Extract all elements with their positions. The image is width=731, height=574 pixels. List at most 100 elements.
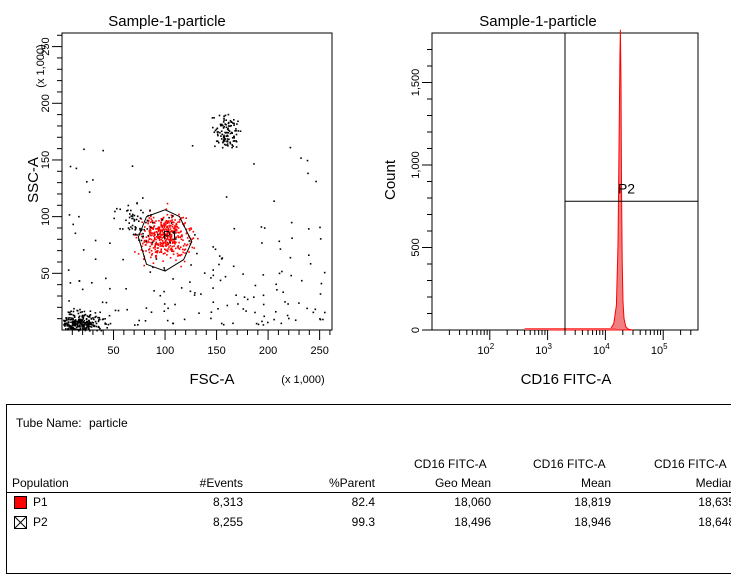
event-point (225, 126, 228, 129)
x-tick-label: 104 (593, 342, 610, 357)
p1-event-point (178, 241, 180, 244)
event-point (237, 120, 239, 123)
p1-event-point (169, 257, 172, 259)
event-point (223, 134, 225, 137)
event-point (128, 228, 131, 231)
p1-event-point (150, 238, 153, 241)
event-point (237, 303, 239, 305)
event-point (227, 129, 230, 131)
event-point (105, 277, 107, 280)
event-point (306, 307, 308, 310)
p1-event-point (185, 232, 188, 234)
event-point (319, 226, 321, 229)
p1-event-point (168, 233, 171, 236)
event-point (229, 125, 231, 127)
event-point (71, 326, 73, 328)
p1-event-point (154, 236, 156, 239)
event-point (69, 318, 72, 321)
event-point (224, 123, 226, 125)
event-point (72, 310, 75, 313)
p1-event-point (155, 228, 157, 230)
p1-event-point (174, 229, 177, 232)
event-point (320, 282, 323, 285)
event-point (315, 180, 317, 183)
p1-event-point (173, 221, 175, 224)
p1-event-point (153, 231, 156, 234)
event-point (235, 294, 237, 296)
event-point (77, 325, 80, 328)
event-point (72, 324, 74, 326)
event-point (66, 319, 68, 321)
gate-p1-polygon[interactable] (137, 209, 193, 272)
histogram-x-ticks: 102 103 104 105 (448, 330, 692, 357)
p1-event-point (163, 236, 165, 239)
event-point (137, 324, 139, 326)
p1-event-point (144, 226, 146, 228)
event-point (222, 121, 225, 123)
p1-event-point (170, 224, 172, 227)
event-point (127, 204, 130, 207)
header-events: #Events (199, 476, 243, 490)
p1-event-point (152, 262, 155, 264)
p1-event-point (146, 241, 148, 244)
event-point (215, 140, 218, 142)
event-point (128, 222, 130, 224)
event-point (226, 138, 229, 140)
p1-event-point (161, 234, 163, 236)
p1-event-point (177, 236, 180, 239)
p1-event-point (148, 249, 150, 251)
event-point (273, 200, 275, 202)
p1-event-point (160, 238, 163, 241)
event-point (114, 309, 117, 312)
p1-event-point (172, 227, 175, 230)
event-point (319, 293, 322, 295)
event-point (83, 323, 85, 326)
event-point (101, 318, 104, 321)
event-point (135, 218, 138, 221)
event-point (81, 316, 84, 318)
p1-event-point (169, 220, 172, 222)
p1-event-point (150, 232, 152, 234)
row-median: 18,648 (698, 515, 731, 529)
event-point (275, 283, 277, 286)
event-point (322, 318, 324, 321)
event-point (86, 315, 89, 317)
p1-event-point (143, 258, 145, 260)
event-point (263, 227, 266, 229)
p1-event-point (174, 237, 177, 239)
event-point (223, 119, 225, 121)
event-point (216, 133, 219, 135)
event-point (223, 125, 225, 128)
p1-event-point (166, 213, 169, 216)
event-point (101, 301, 104, 304)
p1-event-point (186, 237, 189, 239)
event-point (262, 324, 265, 326)
p1-event-point (163, 232, 165, 234)
p1-event-point (160, 229, 162, 232)
p1-event-point (164, 244, 167, 246)
p1-event-point (152, 228, 154, 230)
p1-event-point (172, 239, 175, 241)
p1-event-point (140, 249, 143, 251)
event-point (67, 328, 69, 331)
event-point (132, 233, 135, 236)
event-point (81, 324, 83, 327)
event-point (220, 124, 222, 127)
event-point (129, 213, 131, 215)
p1-event-point (157, 244, 159, 246)
histogram-x-axis-label: CD16 FITC-A (521, 371, 612, 388)
event-point (214, 145, 216, 148)
histogram-area (547, 29, 634, 331)
event-point (222, 140, 225, 143)
event-point (173, 232, 175, 235)
event-point (153, 290, 155, 292)
event-point (131, 224, 134, 227)
y-tick-label: 200 (40, 94, 52, 112)
p1-event-point (175, 228, 178, 231)
event-point (78, 316, 80, 319)
event-point (109, 322, 112, 325)
event-point (224, 114, 227, 117)
event-point (257, 323, 260, 326)
p1-event-point (161, 229, 164, 231)
gate-p1-label: P1 (163, 228, 178, 242)
